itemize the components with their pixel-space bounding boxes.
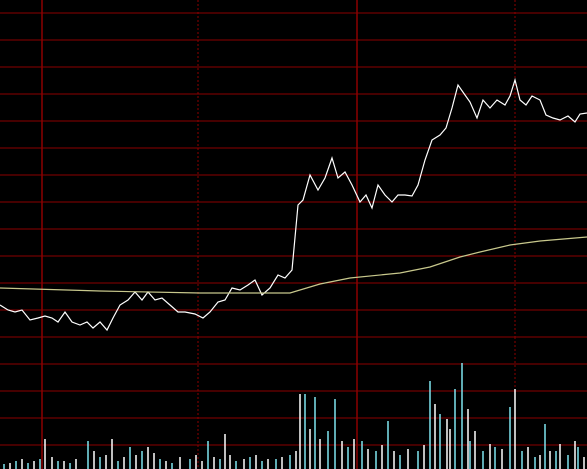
price-line (0, 77, 587, 332)
average-line (0, 236, 587, 294)
